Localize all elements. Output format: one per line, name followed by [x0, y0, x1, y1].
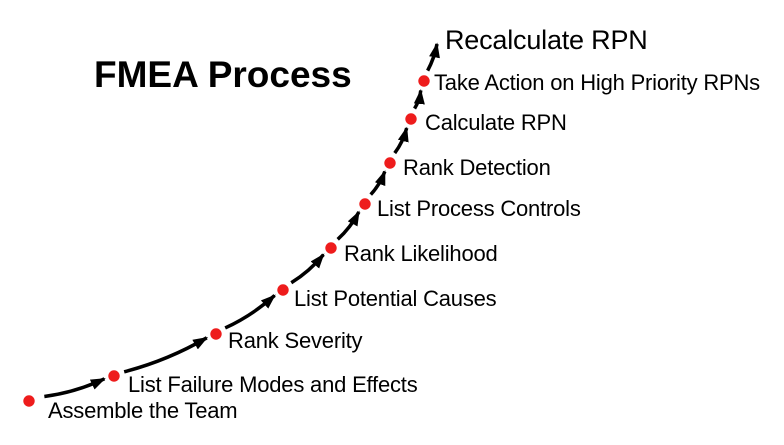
step-dot: [418, 75, 430, 87]
step-dots: [23, 75, 430, 407]
step-label: List Potential Causes: [294, 286, 497, 311]
step-dot: [359, 198, 371, 210]
step-dot: [277, 284, 289, 296]
step-label: Calculate RPN: [425, 110, 567, 135]
arrow-segments: [44, 42, 440, 399]
step-label: Recalculate RPN: [445, 25, 648, 55]
flow-arrow: [426, 42, 440, 72]
flow-arrow: [44, 377, 106, 399]
step-label: List Process Controls: [377, 196, 581, 221]
step-dot: [384, 157, 396, 169]
flow-arrow: [224, 294, 276, 330]
step-dot: [108, 370, 120, 382]
flow-arrow: [290, 253, 325, 285]
flow-arrow: [413, 88, 425, 110]
step-dot: [210, 328, 222, 340]
step-label: Rank Detection: [403, 155, 551, 180]
step-dot: [23, 395, 35, 407]
step-label: Take Action on High Priority RPNs: [434, 70, 760, 95]
diagram-title: FMEA Process: [94, 54, 352, 95]
step-label: List Failure Modes and Effects: [128, 372, 418, 397]
step-label: Rank Severity: [228, 328, 363, 353]
flow-arrow: [123, 336, 209, 374]
step-dot: [405, 113, 417, 125]
flow-arrow: [393, 126, 409, 155]
flow-arrow: [369, 170, 387, 196]
step-dot: [325, 242, 337, 254]
step-label: Assemble the Team: [48, 398, 238, 423]
flow-arrow: [336, 210, 361, 241]
step-label: Rank Likelihood: [344, 241, 498, 266]
